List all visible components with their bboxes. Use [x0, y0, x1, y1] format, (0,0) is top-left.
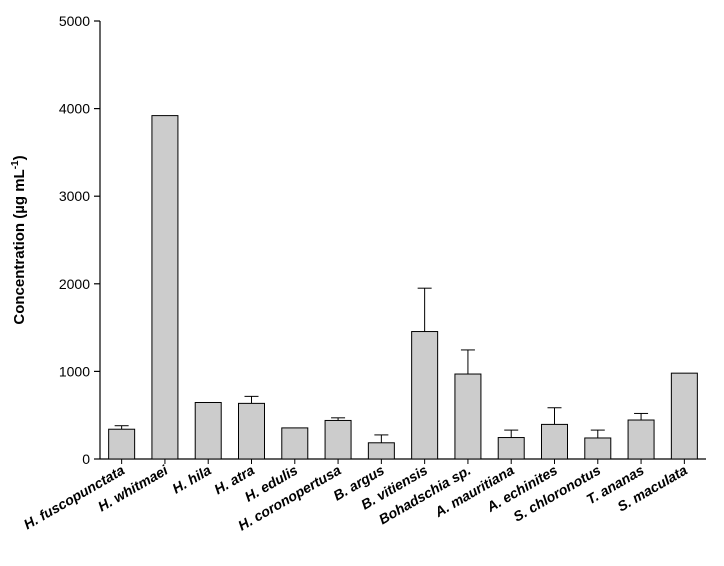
bar: [324, 419, 352, 460]
error-bars: [114, 287, 649, 443]
bar: [194, 401, 222, 460]
bar: [454, 373, 482, 460]
bar: [367, 442, 395, 460]
y-axis-title-main: Concentration (µg mL: [11, 169, 28, 324]
y-tick-label: 1000: [59, 363, 90, 379]
bar: [238, 402, 265, 460]
y-tick-label: 2000: [59, 276, 90, 292]
bar: [411, 331, 439, 460]
y-tick-label: 4000: [59, 101, 90, 117]
bars: [108, 115, 698, 460]
bar: [627, 419, 655, 460]
bar: [670, 372, 698, 460]
x-tick-label: H. hila: [169, 462, 214, 497]
y-tick-label: 3000: [59, 188, 90, 204]
y-axis: 0 1000 2000 3000 4000 5000: [59, 13, 101, 467]
y-axis-title-close: ): [11, 155, 28, 160]
y-tick-label: 5000: [59, 13, 90, 29]
y-axis-title-superscript: -1: [10, 160, 21, 169]
y-tick-label: 0: [82, 451, 90, 467]
y-ticks: 0 1000 2000 3000 4000 5000: [59, 13, 100, 467]
y-axis-title: Concentration (µg mL-1): [10, 155, 28, 324]
bar: [497, 437, 525, 460]
bar: [151, 115, 179, 460]
bar: [108, 428, 136, 460]
bar: [541, 423, 568, 460]
bar: [584, 437, 612, 460]
bar: [281, 427, 309, 460]
